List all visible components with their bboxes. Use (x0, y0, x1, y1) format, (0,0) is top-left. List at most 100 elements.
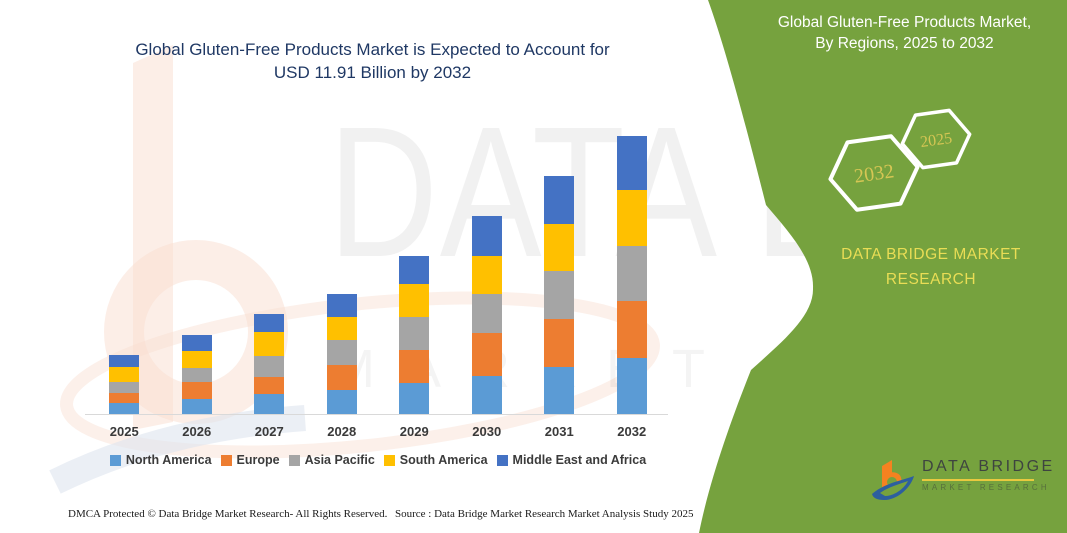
bar-segment-north-america-2029 (399, 383, 430, 414)
bar-segment-south-america-2032 (616, 189, 647, 246)
x-axis-label-2027: 2027 (254, 424, 284, 439)
bar-segment-south-america-2029 (399, 284, 430, 318)
x-axis-label-2031: 2031 (544, 424, 574, 439)
bar-segment-europe-2025 (109, 393, 140, 403)
bar-segment-europe-2029 (399, 350, 430, 383)
bar-2031 (544, 175, 575, 414)
legend-item-europe: Europe (220, 453, 280, 467)
panel-heading-line2: By Regions, 2025 to 2032 (815, 35, 994, 52)
legend-label-south-america: South America (399, 453, 488, 467)
legend-label-asia-pacific: Asia Pacific (304, 453, 375, 467)
bar-segment-north-america-2030 (471, 376, 502, 414)
chart-title: Global Gluten-Free Products Market is Ex… (85, 38, 660, 84)
x-axis-label-2029: 2029 (399, 424, 429, 439)
data-bridge-logo-icon (872, 460, 914, 500)
panel-brand-text: DATA BRIDGE MARKET RESEARCH (770, 242, 1067, 292)
dmca-copyright-text: DMCA Protected © Data Bridge Market Rese… (68, 508, 388, 520)
bar-segment-south-america-2031 (544, 224, 575, 271)
legend-label-north-america: North America (125, 453, 212, 467)
chart-legend: North America Europe Asia Pacific South Ame… (88, 453, 668, 467)
legend-marker-europe (220, 454, 232, 466)
bar-segment-middle-east-and-africa-2027 (254, 313, 285, 332)
legend-label-middle-east-and-africa: Middle East and Africa (512, 453, 647, 467)
bar-slot-2028 (306, 293, 379, 414)
bar-segment-south-america-2028 (326, 316, 357, 340)
bar-segment-asia-pacific-2029 (399, 317, 430, 351)
bar-segment-south-america-2027 (254, 331, 285, 356)
logo-underline (922, 479, 1034, 481)
panel-heading: Global Gluten-Free Products Market, By R… (752, 12, 1057, 54)
panel-brand-line2: RESEARCH (885, 271, 977, 288)
bar-slot-2032 (596, 136, 669, 414)
legend-item-asia-pacific: Asia Pacific (288, 453, 375, 467)
bar-segment-north-america-2027 (254, 393, 285, 414)
x-axis-line (85, 414, 668, 415)
bar-slot-2027 (233, 313, 306, 414)
legend-item-south-america: South America (383, 453, 488, 467)
bar-segment-north-america-2031 (544, 367, 575, 414)
chart-title-line2: USD 11.91 Billion by 2032 (273, 63, 472, 82)
bar-segment-europe-2031 (544, 319, 575, 368)
x-axis-label-2030: 2030 (472, 424, 502, 439)
bar-segment-middle-east-and-africa-2031 (544, 175, 575, 225)
bar-segment-south-america-2030 (471, 256, 502, 295)
bar-segment-asia-pacific-2030 (471, 294, 502, 334)
bar-segment-asia-pacific-2032 (616, 245, 647, 301)
bar-segment-europe-2028 (326, 365, 357, 390)
x-axis-label-2032: 2032 (617, 424, 647, 439)
green-panel-shape (699, 0, 1067, 533)
bar-2029 (399, 256, 430, 414)
bar-segment-middle-east-and-africa-2026 (181, 335, 212, 352)
bar-segment-europe-2027 (254, 376, 285, 394)
bar-segment-asia-pacific-2025 (109, 382, 140, 393)
data-bridge-logo: DATA BRIDGE MARKET RESEARCH (870, 458, 1055, 506)
bar-slot-2030 (451, 216, 524, 414)
bar-2025 (109, 355, 140, 414)
bar-segment-europe-2032 (616, 301, 647, 358)
bar-segment-asia-pacific-2026 (181, 368, 212, 383)
panel-brand-line1: DATA BRIDGE MARKET (841, 246, 1021, 263)
x-axis-label-2025: 2025 (109, 424, 139, 439)
legend-marker-asia-pacific (288, 454, 300, 466)
legend-item-north-america: North America (109, 453, 212, 467)
hexagon-2025 (900, 108, 972, 170)
bar-segment-south-america-2025 (109, 367, 140, 382)
bar-2032 (616, 136, 647, 414)
bar-segment-asia-pacific-2031 (544, 270, 575, 320)
bar-segment-asia-pacific-2027 (254, 355, 285, 377)
bar-segment-asia-pacific-2028 (326, 340, 357, 365)
bar-segment-europe-2030 (471, 333, 502, 376)
bar-slot-2031 (523, 175, 596, 414)
bar-slot-2025 (88, 355, 161, 414)
legend-marker-middle-east-and-africa (496, 454, 508, 466)
x-axis-label-2026: 2026 (182, 424, 212, 439)
x-axis-labels: 2025 2026 2027 2028 2029 2030 2031 2032 (88, 424, 668, 439)
legend-item-middle-east-and-africa: Middle East and Africa (496, 453, 647, 467)
hexagon-2025-label: 2025 (919, 130, 953, 151)
bar-segment-north-america-2028 (326, 390, 357, 414)
bar-segment-middle-east-and-africa-2025 (109, 355, 140, 368)
bar-2028 (326, 293, 357, 414)
stacked-bar-plot (88, 0, 668, 414)
legend-marker-south-america (383, 454, 395, 466)
bar-2026 (181, 335, 212, 414)
bar-segment-south-america-2026 (181, 351, 212, 369)
bar-segment-north-america-2026 (181, 399, 212, 414)
x-axis-label-2028: 2028 (327, 424, 357, 439)
hexagon-2032 (828, 134, 920, 212)
bar-segment-middle-east-and-africa-2029 (399, 256, 430, 285)
bar-segment-north-america-2032 (616, 358, 647, 414)
bar-segment-middle-east-and-africa-2032 (616, 136, 647, 190)
bar-2027 (254, 313, 285, 414)
chart-title-line1: Global Gluten-Free Products Market is Ex… (135, 40, 610, 59)
bar-segment-north-america-2025 (109, 403, 140, 414)
logo-sub-text: MARKET RESEARCH (922, 483, 1050, 492)
bar-slot-2029 (378, 256, 451, 414)
bar-segment-middle-east-and-africa-2028 (326, 293, 357, 317)
bar-segment-middle-east-and-africa-2030 (471, 216, 502, 257)
legend-marker-north-america (109, 454, 121, 466)
bar-slot-2026 (161, 335, 234, 414)
legend-label-europe: Europe (236, 453, 280, 467)
